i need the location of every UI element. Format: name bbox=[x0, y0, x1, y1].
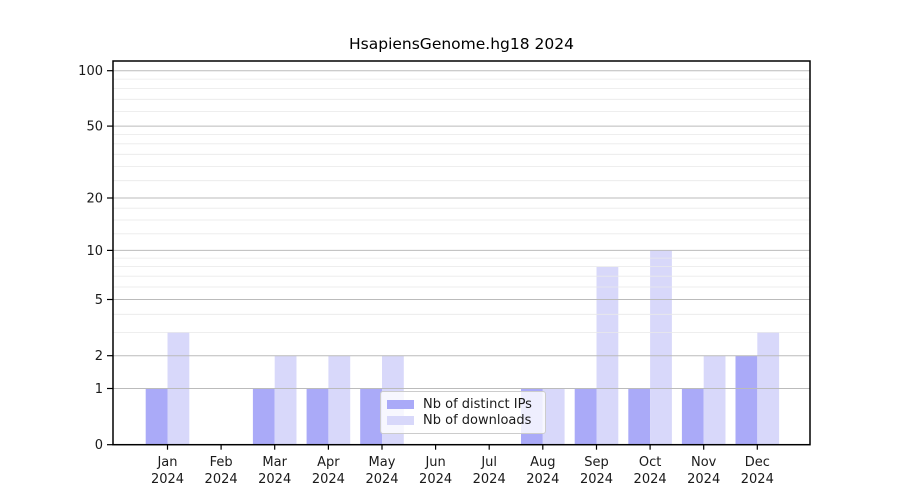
x-tick-year-label: 2024 bbox=[205, 472, 238, 487]
bar-distinct-ips-mar bbox=[252, 388, 275, 445]
x-tick-label: Apr bbox=[317, 455, 340, 470]
x-tick-year-label: 2024 bbox=[312, 472, 345, 487]
x-tick-year-label: 2024 bbox=[419, 472, 452, 487]
x-tick-label: Jul bbox=[480, 455, 497, 470]
x-tick-label: Feb bbox=[210, 455, 233, 470]
chart-title: HsapiensGenome.hg18 2024 bbox=[349, 35, 574, 53]
bar-downloads-apr bbox=[328, 355, 351, 445]
x-tick-year-label: 2024 bbox=[473, 472, 506, 487]
x-tick-label: May bbox=[369, 455, 396, 470]
bar-downloads-oct bbox=[650, 250, 672, 445]
y-tick-label: 0 bbox=[95, 438, 103, 453]
bar-distinct-ips-dec bbox=[735, 355, 758, 445]
bar-distinct-ips-nov bbox=[681, 388, 704, 445]
x-tick-year-label: 2024 bbox=[741, 472, 774, 487]
legend: Nb of distinct IPs Nb of downloads bbox=[380, 391, 546, 434]
x-tick-label: Aug bbox=[530, 455, 555, 470]
legend-swatch-distinct-ips bbox=[387, 399, 414, 409]
x-tick-year-label: 2024 bbox=[365, 472, 398, 487]
x-tick-year-label: 2024 bbox=[526, 472, 559, 487]
bar-downloads-nov bbox=[703, 355, 726, 445]
y-tick-label: 2 bbox=[95, 349, 103, 364]
y-tick-label: 10 bbox=[86, 244, 103, 259]
bar-distinct-ips-apr bbox=[306, 388, 329, 445]
y-tick-label: 20 bbox=[86, 192, 103, 207]
y-tick-label: 100 bbox=[78, 64, 103, 79]
x-tick-year-label: 2024 bbox=[687, 472, 720, 487]
bar-distinct-ips-sep bbox=[574, 388, 597, 445]
y-tick-label: 5 bbox=[95, 293, 103, 308]
bar-distinct-ips-may bbox=[360, 388, 382, 445]
x-tick-year-label: 2024 bbox=[580, 472, 613, 487]
x-tick-label: Jan bbox=[156, 455, 177, 470]
bar-distinct-ips-oct bbox=[628, 388, 651, 445]
x-tick-label: Sep bbox=[584, 455, 609, 470]
x-tick-year-label: 2024 bbox=[634, 472, 667, 487]
x-tick-label: Nov bbox=[691, 455, 717, 470]
y-tick-label: 50 bbox=[86, 120, 103, 135]
y-tick-label: 1 bbox=[95, 382, 103, 397]
x-tick-year-label: 2024 bbox=[151, 472, 184, 487]
x-tick-label: Dec bbox=[745, 455, 770, 470]
legend-swatch-downloads bbox=[387, 416, 414, 426]
legend-item-distinct-ips: Nb of distinct IPs bbox=[387, 396, 537, 413]
x-tick-label: Mar bbox=[262, 455, 287, 470]
plot-border bbox=[112, 60, 811, 446]
legend-label-downloads: Nb of downloads bbox=[423, 413, 532, 429]
x-tick-year-label: 2024 bbox=[258, 472, 291, 487]
legend-item-downloads: Nb of downloads bbox=[387, 413, 537, 430]
x-tick-label: Jun bbox=[424, 455, 445, 470]
bar-downloads-aug bbox=[542, 388, 565, 445]
x-tick-label: Oct bbox=[639, 455, 661, 470]
bar-distinct-ips-jan bbox=[145, 388, 168, 445]
bar-downloads-mar bbox=[274, 355, 297, 445]
legend-label-distinct-ips: Nb of distinct IPs bbox=[423, 396, 532, 412]
